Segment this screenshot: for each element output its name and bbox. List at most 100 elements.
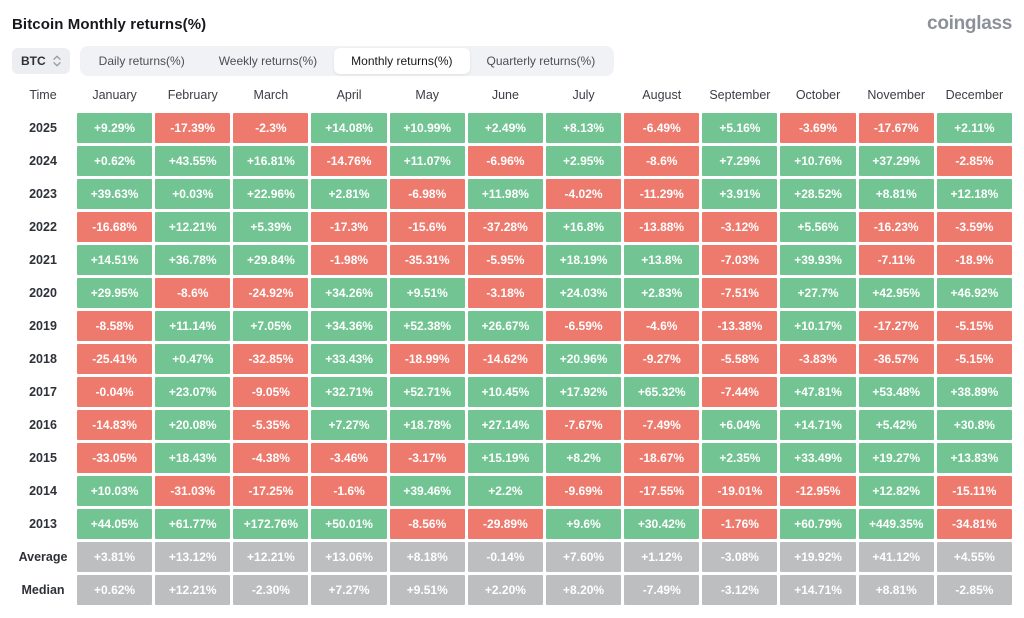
return-cell: +26.67% (467, 311, 543, 341)
return-cell: -14.83% (77, 410, 153, 440)
return-cell: +16.8% (545, 212, 622, 242)
tab-daily[interactable]: Daily returns(%) (82, 48, 202, 74)
symbol-selector[interactable]: BTC (12, 48, 70, 74)
return-cell: -13.88% (624, 212, 700, 242)
return-cell: +12.18% (936, 179, 1012, 209)
return-cell: +2.20% (467, 575, 543, 605)
return-cell: -4.38% (233, 443, 309, 473)
return-cell: +8.81% (858, 179, 934, 209)
return-cell: +8.20% (545, 575, 622, 605)
return-cell: +23.07% (155, 377, 231, 407)
return-cell: +2.11% (936, 113, 1012, 143)
returns-table: Time January February March April May June July… (12, 84, 1012, 605)
return-cell: +60.79% (780, 509, 856, 539)
return-cell: +172.76% (233, 509, 309, 539)
returns-tab-group: Daily returns(%) Weekly returns(%) Monthly… (79, 46, 615, 76)
return-cell: +12.82% (858, 476, 934, 506)
row-label: 2014 (29, 484, 57, 498)
return-cell: +3.81% (77, 542, 153, 572)
return-cell: +12.21% (233, 542, 309, 572)
return-cell: +9.51% (389, 278, 465, 308)
table-row-median: Median +0.62% +12.21% -2.30% +7.27% +9.51% +2.… (12, 575, 1012, 605)
return-cell: +4.55% (936, 542, 1012, 572)
return-cell: -12.95% (780, 476, 856, 506)
table-row-2023: 2023 +39.63% +0.03% +22.96% +2.81% -6.98% +11.… (12, 179, 1012, 209)
return-cell: -6.49% (624, 113, 700, 143)
row-label: 2015 (29, 451, 57, 465)
column-header-month: September (709, 88, 771, 102)
return-cell: -37.28% (467, 212, 543, 242)
return-cell: -29.89% (467, 509, 543, 539)
row-label: 2023 (29, 187, 57, 201)
table-row-2022: 2022 -16.68% +12.21% +5.39% -17.3% -15.6% -37.… (12, 212, 1012, 242)
return-cell: +8.2% (545, 443, 622, 473)
return-cell: +449.35% (858, 509, 934, 539)
tab-monthly[interactable]: Monthly returns(%) (334, 48, 470, 74)
return-cell: -3.08% (702, 542, 778, 572)
return-cell: +13.06% (311, 542, 387, 572)
row-label: 2019 (29, 319, 57, 333)
return-cell: -9.27% (624, 344, 700, 374)
table-row-2018: 2018 -25.41% +0.47% -32.85% +33.43% -18.99% -1… (12, 344, 1012, 374)
return-cell: +14.51% (77, 245, 153, 275)
return-cell: +20.08% (155, 410, 231, 440)
return-cell: -8.6% (624, 146, 700, 176)
return-cell: -6.96% (467, 146, 543, 176)
table-row-2013: 2013 +44.05% +61.77% +172.76% +50.01% -8.56% -… (12, 509, 1012, 539)
return-cell: -6.59% (545, 311, 622, 341)
return-cell: +29.95% (77, 278, 153, 308)
return-cell: -18.99% (389, 344, 465, 374)
return-cell: +47.81% (780, 377, 856, 407)
return-cell: -1.6% (311, 476, 387, 506)
return-cell: +52.38% (389, 311, 465, 341)
return-cell: -2.85% (936, 146, 1012, 176)
return-cell: +10.17% (780, 311, 856, 341)
return-cell: +5.39% (233, 212, 309, 242)
return-cell: +8.13% (545, 113, 622, 143)
return-cell: +11.14% (155, 311, 231, 341)
tab-quarterly[interactable]: Quarterly returns(%) (470, 48, 613, 74)
return-cell: +2.83% (624, 278, 700, 308)
return-cell: -0.04% (77, 377, 153, 407)
return-cell: +8.81% (858, 575, 934, 605)
row-label: 2013 (29, 517, 57, 531)
row-label: 2020 (29, 286, 57, 300)
return-cell: -16.68% (77, 212, 153, 242)
return-cell: +14.08% (311, 113, 387, 143)
return-cell: -3.59% (936, 212, 1012, 242)
return-cell: -3.83% (780, 344, 856, 374)
return-cell: -4.02% (545, 179, 622, 209)
table-row-2021: 2021 +14.51% +36.78% +29.84% -1.98% -35.31% -5… (12, 245, 1012, 275)
return-cell: +65.32% (624, 377, 700, 407)
column-header-month: March (253, 88, 289, 102)
return-cell: -34.81% (936, 509, 1012, 539)
column-header-month: December (945, 88, 1004, 102)
return-cell: -18.67% (624, 443, 700, 473)
return-cell: +2.49% (467, 113, 543, 143)
return-cell: +9.51% (389, 575, 465, 605)
return-cell: -14.76% (311, 146, 387, 176)
column-header-month: February (167, 88, 218, 102)
return-cell: +12.21% (155, 575, 231, 605)
return-cell: +39.63% (77, 179, 153, 209)
return-cell: -17.55% (624, 476, 700, 506)
return-cell: +10.45% (467, 377, 543, 407)
page: Bitcoin Monthly returns(%) coinglass BTC… (12, 13, 1012, 605)
coinglass-logo[interactable]: coinglass (927, 13, 1012, 34)
column-header-month: July (572, 88, 595, 102)
return-cell: -5.95% (467, 245, 543, 275)
return-cell: -1.98% (311, 245, 387, 275)
return-cell: -15.11% (936, 476, 1012, 506)
return-cell: +28.52% (780, 179, 856, 209)
table-row-2025: 2025 +9.29% -17.39% -2.3% +14.08% +10.99% +2.4… (12, 113, 1012, 143)
return-cell: -25.41% (77, 344, 153, 374)
return-cell: +0.47% (155, 344, 231, 374)
return-cell: -5.15% (936, 311, 1012, 341)
return-cell: -36.57% (858, 344, 934, 374)
return-cell: +29.84% (233, 245, 309, 275)
tab-weekly[interactable]: Weekly returns(%) (202, 48, 334, 74)
column-header-month: April (336, 88, 362, 102)
table-row-2014: 2014 +10.03% -31.03% -17.25% -1.6% +39.46% +2.… (12, 476, 1012, 506)
column-header-month: August (642, 88, 682, 102)
return-cell: +18.19% (545, 245, 622, 275)
